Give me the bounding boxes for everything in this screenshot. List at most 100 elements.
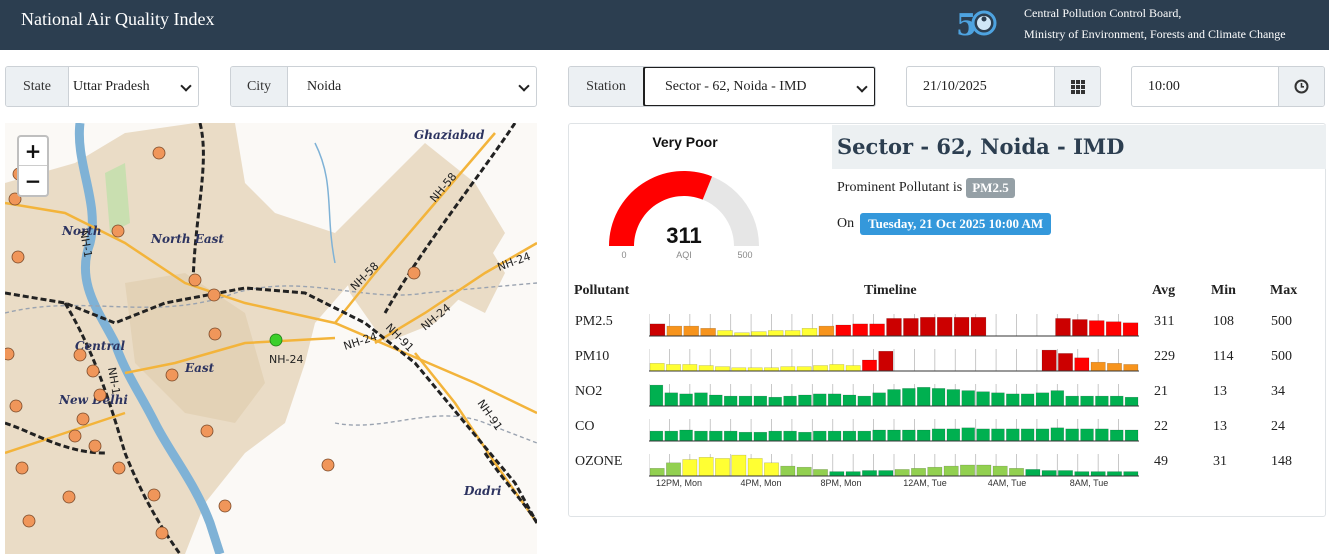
highway-road xyxy=(5,201,537,415)
timeline-bar xyxy=(842,430,857,442)
station-map[interactable]: Ghaziabad North North East Central East … xyxy=(5,123,537,554)
timeline-bar xyxy=(813,393,827,407)
station-marker[interactable] xyxy=(93,388,107,402)
timeline-bar xyxy=(845,365,861,372)
station-marker[interactable] xyxy=(5,347,15,361)
station-marker[interactable] xyxy=(208,327,222,341)
timeline-bar xyxy=(1035,428,1050,442)
station-marker[interactable] xyxy=(188,273,202,287)
timeline-bar xyxy=(1105,321,1122,337)
station-marker[interactable] xyxy=(88,439,102,453)
timeline-bar xyxy=(1123,471,1139,477)
timeline-bar xyxy=(764,462,779,477)
station-marker[interactable] xyxy=(407,266,421,280)
pollutant-name: NO2 xyxy=(575,384,603,399)
chevron-down-icon xyxy=(518,80,530,92)
pollutant-max: 148 xyxy=(1271,454,1292,469)
chevron-down-icon xyxy=(180,80,192,92)
selected-station-marker[interactable] xyxy=(269,333,283,347)
timeline-bar xyxy=(780,366,796,372)
timeline-bar xyxy=(1050,427,1065,442)
station-marker[interactable] xyxy=(200,424,214,438)
station-marker[interactable] xyxy=(147,488,161,502)
highway-road xyxy=(374,241,537,345)
station-marker[interactable] xyxy=(111,224,125,238)
city-select[interactable]: City Noida xyxy=(230,66,537,107)
pollutant-min: 13 xyxy=(1213,419,1227,434)
timeline-tick-label: 4AM, Tue xyxy=(988,478,1027,488)
station-marker[interactable] xyxy=(15,461,29,475)
aqi-value: 311 xyxy=(666,223,702,248)
timeline-bar xyxy=(911,468,926,477)
timeline-bar xyxy=(1050,390,1065,407)
aqi-category: Very Poor xyxy=(652,134,718,150)
station-marker[interactable] xyxy=(155,526,169,540)
timeline-bar xyxy=(813,365,828,372)
timeline-bar xyxy=(796,466,812,477)
org-line-1: Central Pollution Control Board, xyxy=(1024,6,1182,20)
timeline-bar xyxy=(943,465,959,477)
timeline-bar xyxy=(783,395,797,407)
time-picker[interactable]: 10:00 xyxy=(1131,66,1325,107)
aqi-unit-label: AQI xyxy=(676,250,692,260)
timeline-bar xyxy=(666,462,681,477)
timeline-bar xyxy=(738,431,753,442)
city-select-value[interactable]: Noida xyxy=(288,67,536,106)
station-marker[interactable] xyxy=(9,399,23,413)
station-title-bar: Sector - 62, Noida - IMD xyxy=(832,125,1326,169)
state-select-value[interactable]: Uttar Pradesh xyxy=(69,67,198,106)
date-input[interactable]: 21/10/2025 xyxy=(923,78,987,94)
station-select-value[interactable]: Sector - 62, Noida - IMD xyxy=(643,67,875,106)
map-label-new-delhi: New Delhi xyxy=(58,393,128,407)
map-label-ghaziabad: Ghaziabad xyxy=(414,128,485,142)
station-marker[interactable] xyxy=(22,514,36,528)
timeline-tick-label: 8AM, Tue xyxy=(1070,478,1109,488)
timeline-bar xyxy=(970,317,987,337)
date-picker[interactable]: 21/10/2025 xyxy=(906,66,1101,107)
gauge-fill xyxy=(609,171,713,246)
chevron-down-icon xyxy=(856,81,868,93)
map-label-nh1: NH-1 xyxy=(105,366,123,395)
time-input[interactable]: 10:00 xyxy=(1148,78,1180,94)
timeline-bar xyxy=(1107,471,1122,477)
station-marker[interactable] xyxy=(76,412,90,426)
timeline-bar xyxy=(931,388,946,407)
state-select[interactable]: State Uttar Pradesh xyxy=(5,66,199,107)
railway-line xyxy=(383,123,517,314)
station-marker[interactable] xyxy=(112,461,126,475)
station-marker[interactable] xyxy=(68,429,82,443)
station-marker[interactable] xyxy=(73,348,87,362)
timeline-bar xyxy=(798,431,812,442)
timeline-bar xyxy=(768,396,782,407)
station-select[interactable]: Station Sector - 62, Noida - IMD xyxy=(568,66,876,107)
col-header-min: Min xyxy=(1211,283,1236,298)
station-marker[interactable] xyxy=(218,499,232,513)
station-marker[interactable] xyxy=(86,364,100,378)
timeline-bar xyxy=(751,331,767,337)
timeline-bar xyxy=(936,317,953,337)
map-label-east: East xyxy=(184,361,215,375)
timeline-bar xyxy=(894,469,910,477)
calendar-button[interactable] xyxy=(1054,67,1100,106)
timeline-bar xyxy=(1095,428,1109,442)
prominent-prefix: Prominent Pollutant is xyxy=(837,180,963,195)
station-marker[interactable] xyxy=(321,458,335,472)
timeline-bar xyxy=(1055,318,1071,337)
clock-button[interactable] xyxy=(1278,67,1324,106)
timeline-bar xyxy=(1020,393,1035,407)
station-marker[interactable] xyxy=(11,250,25,264)
pollutant-min: 13 xyxy=(1213,384,1227,399)
timeline-bar xyxy=(1080,395,1094,407)
timeline-bar xyxy=(709,430,723,442)
zoom-out-button[interactable]: − xyxy=(24,168,42,193)
timeline-bar xyxy=(927,466,943,477)
station-marker[interactable] xyxy=(62,490,76,504)
timeline-bar xyxy=(827,393,842,407)
station-marker[interactable] xyxy=(152,146,166,160)
timeline-bar xyxy=(835,324,852,337)
station-marker[interactable] xyxy=(165,368,179,382)
zoom-in-button[interactable]: + xyxy=(19,137,47,166)
timeline-bar xyxy=(992,465,1008,477)
state-label: State xyxy=(6,67,69,106)
station-marker[interactable] xyxy=(207,288,221,302)
